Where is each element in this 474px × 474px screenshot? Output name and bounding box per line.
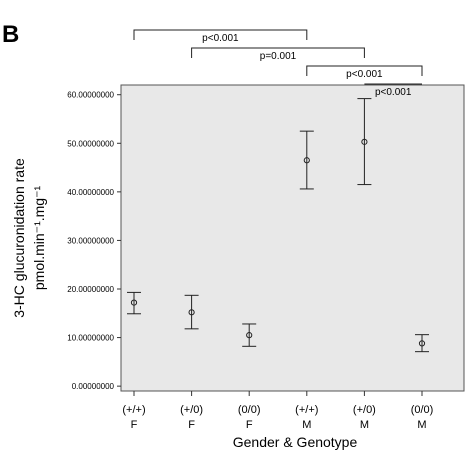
x-tick-label-gender: M bbox=[302, 419, 311, 431]
y-axis-title-line2: pmol.min⁻¹.mg⁻¹ bbox=[31, 186, 47, 291]
mean-point bbox=[246, 332, 253, 339]
mean-point bbox=[188, 309, 195, 316]
y-tick-label: 20.00000000 bbox=[67, 285, 114, 294]
mean-point bbox=[361, 138, 368, 145]
y-tick-label: 60.00000000 bbox=[67, 91, 114, 100]
y-axis: 0.00000000 10.00000000 20.00000000 30.00000… bbox=[67, 91, 121, 391]
x-tick-label-gender: F bbox=[131, 419, 138, 431]
data-marks bbox=[127, 98, 429, 353]
x-tick-label-genotype: (+/+) bbox=[295, 404, 318, 416]
x-tick-label-gender: F bbox=[246, 419, 253, 431]
significance-label: p<0.001 bbox=[375, 87, 412, 98]
y-tick-label: 0.00000000 bbox=[72, 382, 115, 391]
x-tick-label-gender: F bbox=[188, 419, 195, 431]
x-tick-label-genotype: (0/0) bbox=[411, 404, 434, 416]
significance-label: p=0.001 bbox=[260, 51, 297, 62]
significance-label: p<0.001 bbox=[202, 33, 239, 44]
x-tick-label-gender: M bbox=[417, 419, 426, 431]
significance-brackets: p<0.001 p=0.001 p<0.001 p<0.001 bbox=[133, 29, 423, 98]
x-axis-title: Gender & Genotype bbox=[233, 434, 358, 450]
mean-point bbox=[418, 340, 426, 347]
significance-bracket bbox=[133, 29, 308, 40]
significance-bracket bbox=[306, 65, 423, 76]
y-tick-label: 10.00000000 bbox=[67, 334, 114, 343]
mean-point bbox=[130, 299, 138, 306]
y-tick-label: 30.00000000 bbox=[67, 236, 114, 245]
x-tick-label-genotype: (+/0) bbox=[180, 404, 203, 416]
y-tick-label: 40.00000000 bbox=[67, 188, 114, 197]
panel-label: B bbox=[2, 21, 19, 48]
x-tick-label-genotype: (+/0) bbox=[353, 404, 376, 416]
x-axis: (+/+) F (+/0) F (0/0) F (+/+) M (+/0) M (0/0) M bbox=[122, 391, 433, 431]
significance-bracket bbox=[191, 47, 365, 58]
x-tick-label-genotype: (+/+) bbox=[122, 404, 145, 416]
y-tick-label: 50.00000000 bbox=[67, 139, 114, 148]
plot-area bbox=[120, 84, 465, 392]
significance-label: p<0.001 bbox=[346, 69, 383, 80]
x-tick-label-genotype: (0/0) bbox=[238, 404, 261, 416]
x-tick-label-gender: M bbox=[360, 419, 369, 431]
y-axis-title: 3-HC glucuronidation rate pmol.min⁻¹.mg⁻… bbox=[11, 158, 47, 318]
y-axis-title-line1: 3-HC glucuronidation rate bbox=[11, 158, 27, 318]
mean-point bbox=[303, 157, 310, 164]
